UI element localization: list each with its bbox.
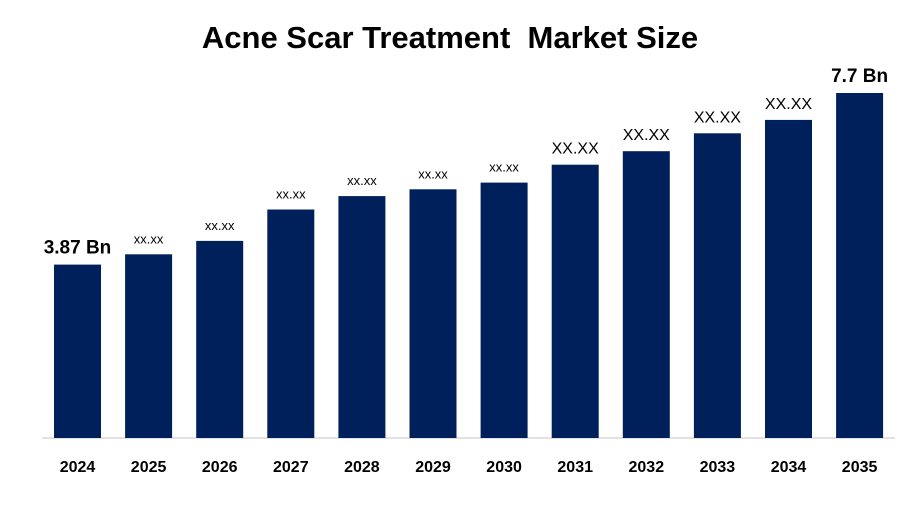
data-label-2027: xx.xx [276,187,306,202]
x-tick-label-2035: 2035 [842,459,878,476]
x-tick-label-2025: 2025 [131,459,167,476]
x-tick-label-2034: 2034 [771,459,807,476]
data-label-2031: XX.XX [552,141,599,158]
x-tick-label-2030: 2030 [486,459,522,476]
bar-2032 [622,151,670,438]
data-label-2028: xx.xx [347,173,377,188]
x-tick-label-2029: 2029 [415,459,451,476]
data-label-2033: XX.XX [694,109,741,126]
data-label-2030: xx.xx [489,160,519,175]
x-tick-label-2027: 2027 [273,459,309,476]
x-tick-label-2031: 2031 [557,459,593,476]
bar-2026 [196,240,244,438]
bar-2034 [765,119,812,439]
bar-2024 [54,264,101,438]
x-tick-label-2032: 2032 [629,459,665,476]
bar-2033 [693,133,741,439]
data-label-2035: 7.7 Bn [831,66,888,87]
bar-2025 [125,254,173,438]
data-label-2026: xx.xx [205,218,235,233]
data-label-2024: 3.87 Bn [44,238,112,259]
data-label-2034: XX.XX [765,96,812,113]
bar-2031 [551,164,599,438]
x-tick-label-2024: 2024 [60,459,96,476]
bar-2030 [480,182,528,438]
data-label-2032: XX.XX [623,127,670,144]
bar-2028 [338,196,386,438]
bar-2029 [409,189,457,438]
x-tick-label-2033: 2033 [700,459,736,476]
bar-2027 [267,209,315,438]
x-tick-label-2026: 2026 [202,459,238,476]
data-label-2025: xx.xx [134,231,164,246]
x-tick-label-2028: 2028 [344,459,380,476]
chart-title: Acne Scar Treatment Market Size [201,20,699,55]
data-label-2029: xx.xx [418,166,448,181]
bar-2035 [836,93,884,438]
